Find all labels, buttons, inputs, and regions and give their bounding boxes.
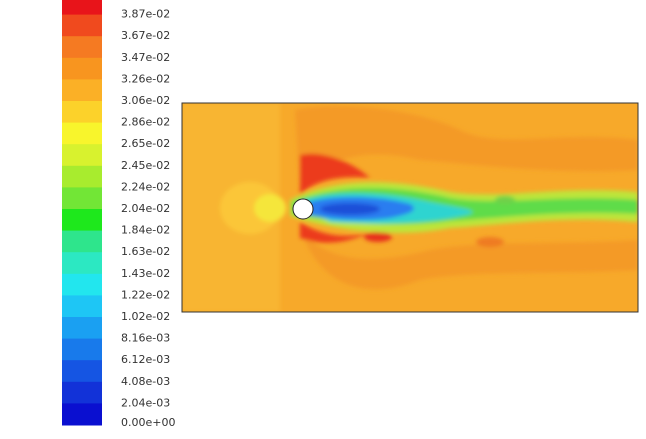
color-band	[62, 0, 102, 16]
color-band	[62, 122, 102, 145]
colorbar-label: 1.84e-02	[121, 224, 170, 237]
color-band	[62, 252, 102, 275]
colorbar-label: 1.22e-02	[121, 288, 170, 301]
colorbar-label: 8.16e-03	[121, 332, 170, 345]
colorbar-label: 3.67e-02	[121, 29, 170, 42]
colorbar-label: 2.24e-02	[121, 180, 170, 193]
color-band	[62, 230, 102, 253]
color-band	[62, 36, 102, 59]
color-band	[62, 360, 102, 383]
color-band	[62, 57, 102, 80]
color-band	[62, 273, 102, 296]
colorbar-label: 1.02e-02	[121, 310, 170, 323]
colorbar-label: 3.47e-02	[121, 51, 170, 64]
colorbar-label: 2.04e-03	[121, 396, 170, 409]
colorbar-label: 2.04e-02	[121, 202, 170, 215]
color-band	[62, 101, 102, 124]
colorbar-label: 6.12e-03	[121, 353, 170, 366]
color-band	[62, 403, 102, 426]
color-band	[62, 295, 102, 318]
color-band	[62, 381, 102, 404]
colorbar-label: 1.43e-02	[121, 267, 170, 280]
color-band	[62, 144, 102, 167]
colorbar-label: 2.86e-02	[121, 116, 170, 129]
colorbar-label: 3.26e-02	[121, 72, 170, 85]
colorbar-label: 2.65e-02	[121, 137, 170, 150]
colorbar-label: 3.87e-02	[121, 8, 170, 21]
colorbar-label: 2.45e-02	[121, 159, 170, 172]
color-band	[62, 187, 102, 210]
color-band	[62, 79, 102, 102]
colorbar-label: 4.08e-03	[121, 375, 170, 388]
color-band	[62, 317, 102, 340]
colorbar-label: 3.06e-02	[121, 94, 170, 107]
color-band	[62, 14, 102, 37]
color-band	[62, 209, 102, 232]
color-band	[62, 165, 102, 188]
domain-border	[181, 102, 639, 313]
colorbar-label: 1.63e-02	[121, 245, 170, 258]
contour-field	[182, 103, 638, 312]
colorbar-label: 0.00e+00	[121, 416, 175, 429]
color-band	[62, 338, 102, 361]
colorbar: 3.87e-02 3.67e-02 3.47e-02 3.26e-02 3.06e-02…	[62, 0, 175, 429]
